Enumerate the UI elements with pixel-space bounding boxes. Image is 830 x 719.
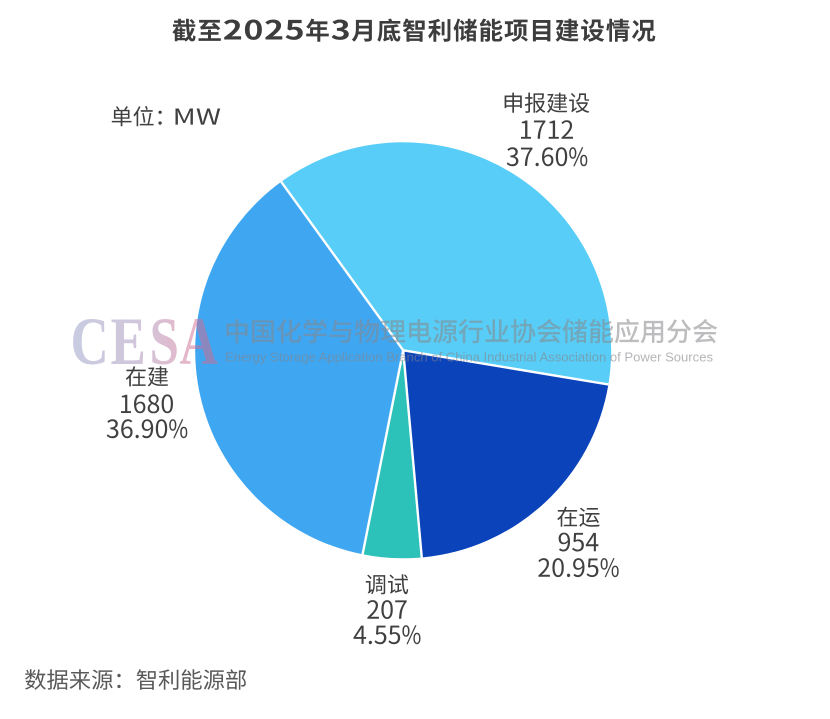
svg-text:CESA: CESA — [71, 305, 218, 380]
svg-text:Energy Storage Application Bra: Energy Storage Application Branch of Chi… — [225, 350, 713, 365]
